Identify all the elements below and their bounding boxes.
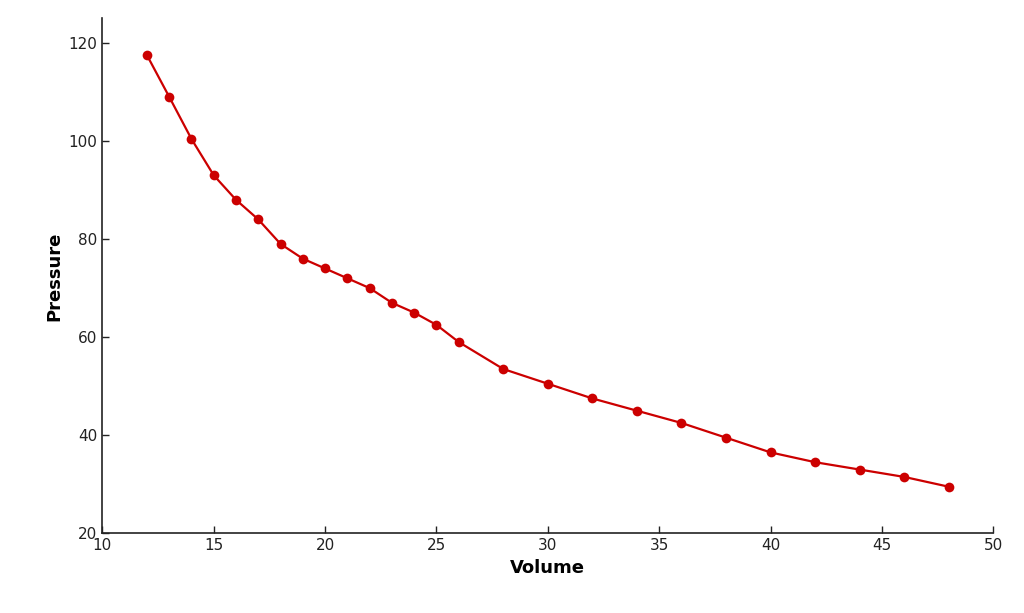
X-axis label: Volume: Volume — [510, 558, 586, 577]
Y-axis label: Pressure: Pressure — [45, 231, 63, 321]
